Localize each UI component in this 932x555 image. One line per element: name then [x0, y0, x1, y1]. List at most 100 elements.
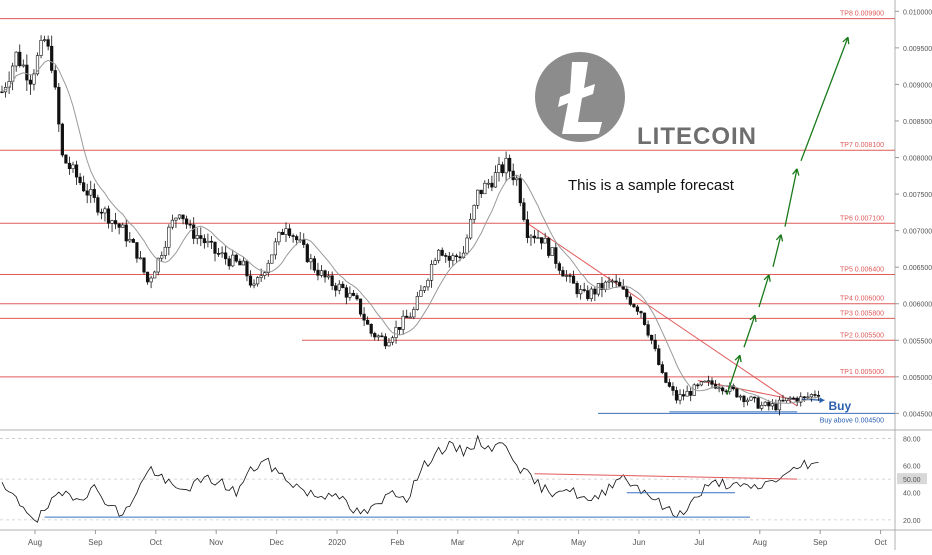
candle-body — [390, 337, 395, 343]
candle-body — [621, 286, 625, 290]
candle-body — [603, 281, 608, 290]
candle-body — [14, 51, 18, 67]
candle-body — [543, 237, 547, 244]
candle-body — [326, 275, 331, 278]
candle-body — [67, 162, 72, 169]
price-tick-label: 0.010000 — [903, 9, 932, 16]
candle-body — [760, 405, 764, 409]
candle-body — [575, 283, 579, 295]
candle-body — [369, 324, 373, 334]
candle-body — [153, 271, 157, 279]
forecast-arrow — [772, 234, 782, 267]
candle-body — [199, 235, 203, 239]
price-tick-label: 0.005000 — [903, 375, 932, 382]
candle-body — [674, 390, 679, 401]
candle-body — [89, 189, 93, 196]
candle-body — [607, 280, 611, 283]
candle-body — [437, 249, 441, 261]
candle-body — [270, 254, 274, 264]
time-tick-label: Dec — [269, 538, 283, 547]
candle-body — [25, 64, 29, 81]
candle-body — [405, 315, 409, 318]
candle-body — [763, 401, 767, 406]
target-label: TP6 0.007100 — [840, 215, 884, 222]
target-lines: TP1 0.005000 TP2 0.005500 TP3 0.005800 TP4 … — [0, 11, 895, 424]
forecast-arrow-head — [749, 314, 757, 323]
time-tick-label: Mar — [451, 538, 465, 547]
candle-body — [799, 396, 803, 403]
candle-body — [777, 399, 782, 411]
time-tick-label: Aug — [753, 538, 767, 547]
candle-body — [177, 214, 182, 219]
candle-body — [628, 296, 632, 305]
candle-body — [529, 235, 533, 239]
time-tick-label: Feb — [391, 538, 405, 547]
moving-average-line — [1, 59, 819, 404]
candle-body — [440, 249, 444, 256]
candle-body — [295, 236, 299, 241]
target-label: TP1 0.005000 — [840, 369, 884, 376]
candle-body — [121, 224, 125, 228]
axes: 0.004500 0.005000 0.005500 0.006000 0.006500… — [28, 9, 932, 547]
candle-body — [85, 190, 89, 196]
candle-body — [550, 247, 554, 256]
candle-body — [561, 270, 565, 277]
candle-body — [18, 51, 22, 67]
target-label: TP8 0.009900 — [840, 11, 884, 18]
candle-body — [447, 255, 451, 261]
candle-body — [681, 394, 686, 397]
candle-body — [376, 335, 380, 338]
candle-body — [564, 275, 569, 277]
candle-body — [351, 292, 356, 296]
rsi-trendline — [534, 473, 798, 480]
candle-body — [752, 396, 757, 399]
candle-body — [600, 283, 604, 290]
candle-body — [32, 73, 36, 85]
candle-body — [135, 242, 139, 259]
time-tick-label: May — [571, 538, 586, 547]
candle-body — [468, 218, 473, 239]
candle-body — [248, 275, 253, 286]
candle-body — [78, 176, 82, 183]
candle-body — [42, 39, 47, 41]
candle-body — [238, 260, 242, 266]
candle-body — [60, 123, 64, 156]
candle-body — [813, 394, 817, 396]
candle-body — [547, 237, 551, 256]
candle-body — [231, 254, 235, 267]
forecast-arrow-head — [792, 168, 800, 176]
candle-body — [689, 390, 693, 396]
candle-body — [74, 164, 79, 178]
candle-body — [266, 262, 270, 273]
candle-body — [699, 381, 703, 386]
price-tick-label: 0.008000 — [903, 156, 932, 163]
candle-body — [110, 220, 114, 224]
candle-body — [756, 397, 760, 409]
candle-body — [337, 283, 341, 291]
candle-body — [387, 341, 391, 347]
candle-body — [635, 306, 640, 312]
candle-body — [476, 189, 480, 206]
candle-body — [263, 272, 267, 276]
candle-body — [781, 399, 785, 402]
candle-body — [429, 264, 434, 281]
candle-body — [809, 394, 813, 398]
time-tick-label: Jul — [694, 538, 704, 547]
candle-body — [497, 164, 501, 173]
candle-body — [330, 275, 334, 287]
candle-body — [536, 237, 540, 239]
forecast-arrow — [758, 274, 770, 308]
candle-body — [646, 324, 650, 336]
candle-body — [11, 65, 15, 82]
candle-body — [696, 384, 700, 387]
candle-body — [774, 403, 778, 411]
candle-body — [241, 260, 246, 266]
target-label: TP3 0.005800 — [840, 310, 884, 317]
candle-body — [426, 279, 430, 288]
candle-body — [479, 189, 483, 195]
candle-body — [525, 219, 529, 239]
forecast-note: This is a sample forecast — [568, 177, 735, 194]
target-label: TP2 0.005500 — [840, 332, 884, 339]
